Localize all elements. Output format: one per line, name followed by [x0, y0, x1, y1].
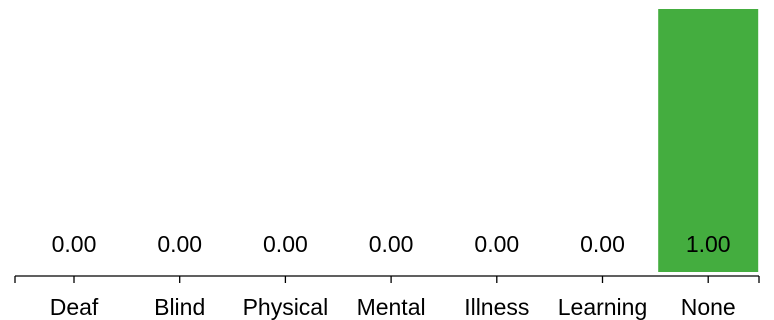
x-tick-label-deaf: Deaf — [50, 294, 99, 320]
x-axis-ticks — [14, 276, 760, 283]
value-label-mental: 0.00 — [369, 231, 414, 257]
x-axis: Deaf Blind Physical Mental Illness Learning No… — [14, 275, 760, 320]
x-tick-label-mental: Mental — [357, 294, 426, 320]
value-labels-group: 0.00 0.00 0.00 0.00 0.00 0.00 1.00 — [52, 231, 731, 257]
value-label-none: 1.00 — [686, 231, 731, 257]
bars-group — [658, 9, 759, 272]
x-axis-tick-labels: Deaf Blind Physical Mental Illness Learning No… — [50, 294, 736, 320]
value-label-learning: 0.00 — [580, 231, 625, 257]
x-tick-label-illness: Illness — [464, 294, 529, 320]
x-tick-label-blind: Blind — [154, 294, 205, 320]
value-label-physical: 0.00 — [263, 231, 308, 257]
value-label-blind: 0.00 — [157, 231, 202, 257]
x-tick-label-physical: Physical — [243, 294, 329, 320]
value-label-illness: 0.00 — [474, 231, 519, 257]
x-tick-label-learning: Learning — [558, 294, 648, 320]
value-label-deaf: 0.00 — [52, 231, 97, 257]
x-tick-label-none: None — [681, 294, 736, 320]
bar-none — [658, 9, 759, 272]
